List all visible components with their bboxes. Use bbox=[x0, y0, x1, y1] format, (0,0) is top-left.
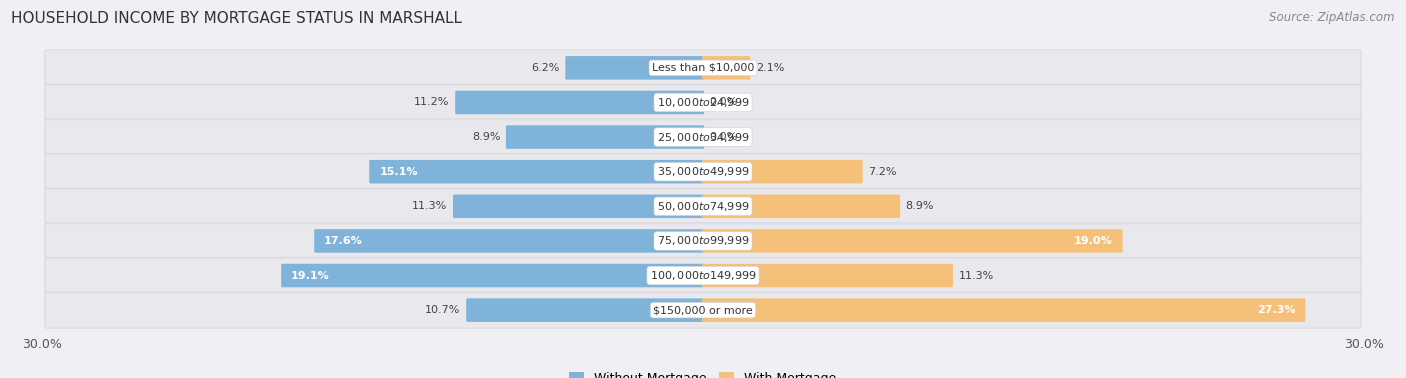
FancyBboxPatch shape bbox=[45, 292, 1361, 328]
FancyBboxPatch shape bbox=[702, 160, 863, 183]
Text: 0.0%: 0.0% bbox=[710, 132, 738, 142]
FancyBboxPatch shape bbox=[281, 264, 704, 287]
FancyBboxPatch shape bbox=[702, 195, 900, 218]
FancyBboxPatch shape bbox=[453, 195, 704, 218]
FancyBboxPatch shape bbox=[370, 160, 704, 183]
FancyBboxPatch shape bbox=[45, 154, 1361, 190]
FancyBboxPatch shape bbox=[45, 223, 1361, 259]
Text: $50,000 to $74,999: $50,000 to $74,999 bbox=[657, 200, 749, 213]
FancyBboxPatch shape bbox=[702, 229, 1122, 253]
Text: 15.1%: 15.1% bbox=[380, 167, 418, 177]
Text: $75,000 to $99,999: $75,000 to $99,999 bbox=[657, 234, 749, 248]
Text: $150,000 or more: $150,000 or more bbox=[654, 305, 752, 315]
Text: 19.0%: 19.0% bbox=[1074, 236, 1112, 246]
Text: Source: ZipAtlas.com: Source: ZipAtlas.com bbox=[1270, 11, 1395, 24]
Text: 19.1%: 19.1% bbox=[291, 271, 330, 280]
FancyBboxPatch shape bbox=[456, 91, 704, 114]
FancyBboxPatch shape bbox=[702, 56, 751, 80]
Text: $35,000 to $49,999: $35,000 to $49,999 bbox=[657, 165, 749, 178]
Text: HOUSEHOLD INCOME BY MORTGAGE STATUS IN MARSHALL: HOUSEHOLD INCOME BY MORTGAGE STATUS IN M… bbox=[11, 11, 463, 26]
Legend: Without Mortgage, With Mortgage: Without Mortgage, With Mortgage bbox=[564, 367, 842, 378]
Text: 11.3%: 11.3% bbox=[959, 271, 994, 280]
Text: 0.0%: 0.0% bbox=[710, 98, 738, 107]
FancyBboxPatch shape bbox=[45, 50, 1361, 86]
FancyBboxPatch shape bbox=[506, 125, 704, 149]
Text: 10.7%: 10.7% bbox=[426, 305, 461, 315]
Text: 27.3%: 27.3% bbox=[1257, 305, 1295, 315]
FancyBboxPatch shape bbox=[702, 298, 1305, 322]
FancyBboxPatch shape bbox=[314, 229, 704, 253]
FancyBboxPatch shape bbox=[45, 119, 1361, 155]
Text: 7.2%: 7.2% bbox=[868, 167, 897, 177]
Text: Less than $10,000: Less than $10,000 bbox=[652, 63, 754, 73]
Text: 8.9%: 8.9% bbox=[472, 132, 501, 142]
Text: 6.2%: 6.2% bbox=[531, 63, 560, 73]
Text: $25,000 to $34,999: $25,000 to $34,999 bbox=[657, 130, 749, 144]
Text: 11.3%: 11.3% bbox=[412, 201, 447, 211]
FancyBboxPatch shape bbox=[702, 264, 953, 287]
FancyBboxPatch shape bbox=[45, 84, 1361, 121]
FancyBboxPatch shape bbox=[467, 298, 704, 322]
FancyBboxPatch shape bbox=[45, 257, 1361, 294]
Text: 8.9%: 8.9% bbox=[905, 201, 934, 211]
Text: 11.2%: 11.2% bbox=[415, 98, 450, 107]
FancyBboxPatch shape bbox=[45, 188, 1361, 224]
FancyBboxPatch shape bbox=[565, 56, 704, 80]
Text: 2.1%: 2.1% bbox=[756, 63, 785, 73]
Text: $10,000 to $24,999: $10,000 to $24,999 bbox=[657, 96, 749, 109]
Text: $100,000 to $149,999: $100,000 to $149,999 bbox=[650, 269, 756, 282]
Text: 17.6%: 17.6% bbox=[325, 236, 363, 246]
